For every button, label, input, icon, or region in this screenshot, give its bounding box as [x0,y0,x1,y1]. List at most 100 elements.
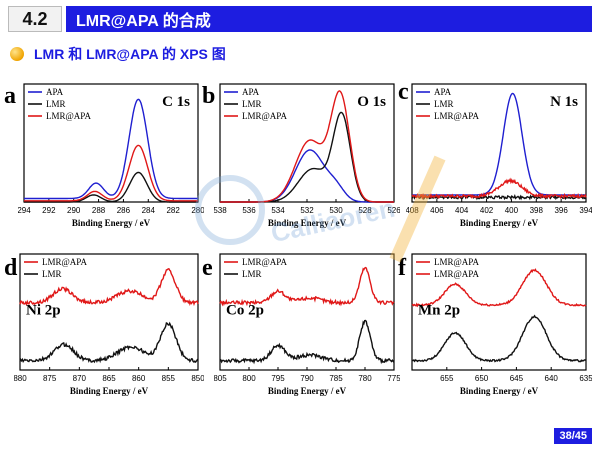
legend-label: APA [46,87,64,97]
x-tick-label: 534 [271,206,285,215]
panel-letter-c: c [398,79,409,105]
subtitle-text: LMR 和 LMR@APA 的 XPS 图 [34,46,226,62]
x-tick-label: 865 [102,374,116,383]
x-tick-label: 780 [358,374,372,383]
series-line-lmr-apa [219,266,395,307]
xps-chart-ni2p: 880 875 870 865 860 855 850 Binding Energy / eV… [14,253,204,396]
series-line-lmr [19,321,199,364]
series-line-lmr [219,319,395,365]
x-axis-label: Binding Energy / eV [460,386,539,396]
legend-label: LMR [242,269,262,279]
series-line-lmr [411,193,587,201]
x-axis-label: Binding Energy / eV [268,386,347,396]
series-line-lmr [24,171,198,203]
xps-chart-c1s: 294 292 290 288 286 284 282 280 Binding Energy /… [18,83,204,228]
x-tick-label: 650 [475,374,489,383]
x-axis-label: Binding Energy / eV [72,218,151,228]
x-tick-label: 290 [67,206,81,215]
legend-label: LMR@APA [46,111,91,121]
series-line-lmr [411,314,587,363]
series-line-apa [24,98,198,200]
series-line-lmr-apa [411,177,587,200]
x-tick-label: 526 [387,206,400,215]
x-tick-label: 528 [358,206,372,215]
x-tick-label: 790 [300,374,314,383]
legend-label: LMR [242,99,262,109]
x-tick-label: 855 [162,374,176,383]
x-tick-label: 284 [142,206,156,215]
x-tick-label: 655 [440,374,454,383]
legend-label: LMR@APA [434,257,479,267]
plot-frame [219,253,395,371]
x-tick-label: 645 [510,374,524,383]
panel-letter-a: a [4,83,16,109]
x-tick-label: 288 [92,206,106,215]
legend-label: LMR@APA [434,269,479,279]
legend-label: LMR [434,99,454,109]
x-tick-label: 398 [530,206,544,215]
slide-title: LMR@APA 的合成 [66,6,592,32]
legend-label: APA [434,87,452,97]
x-tick-label: 408 [406,206,419,215]
peak-region-label: O 1s [357,94,386,110]
legend-label: LMR@APA [434,111,479,121]
peak-region-label: Mn 2p [418,302,460,318]
legend-label: LMR@APA [242,111,287,121]
peak-region-label: C 1s [162,94,190,110]
x-tick-label: 402 [480,206,494,215]
x-tick-label: 640 [545,374,559,383]
legend-label: LMR [42,269,62,279]
x-tick-label: 294 [18,206,31,215]
peak-region-label: Ni 2p [26,302,61,318]
x-tick-label: 775 [387,374,400,383]
bullet-icon [10,47,24,61]
xps-chart-o1s: 538 536 534 532 530 528 526 Binding Energy / eV… [214,83,400,228]
xps-chart-co2p: 805 800 795 790 785 780 775 Binding Energy / eV… [214,253,400,396]
x-tick-label: 860 [132,374,146,383]
x-tick-label: 400 [505,206,519,215]
x-tick-label: 635 [579,374,592,383]
slide-subtitle: LMR 和 LMR@APA 的 XPS 图 [10,44,226,64]
x-tick-label: 404 [455,206,469,215]
x-tick-label: 282 [166,206,180,215]
x-axis-label: Binding Energy / eV [460,218,539,228]
series-line-lmr-apa [19,268,199,307]
x-axis-label: Binding Energy / eV [268,218,347,228]
series-line-lmr-apa [220,90,394,203]
xps-chart-mn2p: 655 650 645 640 635 Binding Energy / eV LMR@AP… [411,253,592,396]
x-tick-label: 292 [42,206,56,215]
x-tick-label: 536 [242,206,256,215]
x-tick-label: 394 [579,206,592,215]
x-tick-label: 785 [329,374,343,383]
legend-label: LMR@APA [242,257,287,267]
xps-chart-n1s: 408 406 404 402 400 398 396 394 Binding Energy /… [406,83,592,228]
panel-letter-f: f [398,255,406,281]
page-number-badge: 38/45 [554,428,592,444]
x-axis-label: Binding Energy / eV [70,386,149,396]
section-number: 4.2 [8,6,62,32]
peak-region-label: N 1s [550,94,578,110]
x-tick-label: 805 [214,374,227,383]
x-tick-label: 795 [271,374,285,383]
series-line-lmr-apa [24,144,198,202]
panel-letter-b: b [202,83,216,109]
x-tick-label: 850 [191,374,204,383]
x-tick-label: 396 [554,206,568,215]
panel-letter-d: d [4,255,18,281]
plot-frame [23,83,199,203]
x-tick-label: 286 [117,206,131,215]
x-tick-label: 280 [191,206,204,215]
plot-frame [219,83,395,203]
x-tick-label: 406 [430,206,444,215]
legend-label: LMR [46,99,66,109]
x-tick-label: 880 [14,374,27,383]
x-tick-label: 530 [329,206,343,215]
x-tick-label: 800 [242,374,256,383]
legend-label: LMR@APA [42,257,87,267]
legend-label: APA [242,87,260,97]
peak-region-label: Co 2p [226,302,264,318]
panel-letter-e: e [202,255,213,281]
x-tick-label: 870 [73,374,87,383]
plot-frame [19,253,199,371]
series-line-lmr-apa [411,268,587,308]
